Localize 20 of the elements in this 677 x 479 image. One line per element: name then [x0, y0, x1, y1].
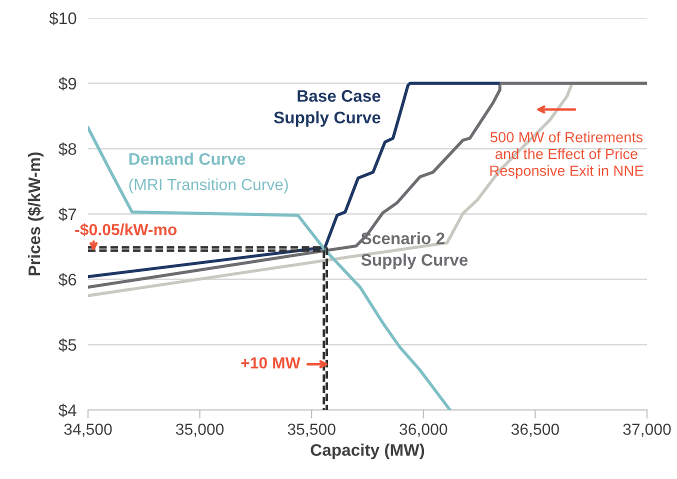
y-tick-label: $7	[58, 208, 76, 222]
x-tick-label: 36,500	[511, 424, 560, 437]
y-tick-label: $9	[58, 77, 76, 91]
x-tick-label: 34,500	[64, 424, 112, 437]
annotation: +10 MW	[241, 357, 300, 369]
annotation: 500 MW of Retirements and the Effect of Price Responsive Exit in NNE	[490, 132, 644, 179]
y-tick-label: $4	[58, 404, 76, 418]
x-tick-label: 35,000	[176, 424, 224, 437]
annotation: -$0.05/kW-mo	[75, 223, 177, 236]
x-tick-label: 35,500	[288, 424, 336, 437]
x-axis-title: Capacity (MW)	[310, 444, 424, 460]
y-tick-label: $6	[58, 273, 76, 287]
series-label: Base Case Supply Curve	[274, 90, 380, 127]
y-axis-title: Prices ($/kW-m)	[28, 152, 44, 276]
y-tick-label: $5	[58, 338, 76, 352]
y-tick-label: $8	[58, 142, 76, 156]
y-tick-label: $10	[49, 12, 76, 26]
x-tick-label: 36,000	[400, 424, 448, 437]
x-tick-label: 37,000	[623, 424, 671, 437]
series-label: Demand Curve (MRI Transition Curve)	[129, 152, 288, 194]
